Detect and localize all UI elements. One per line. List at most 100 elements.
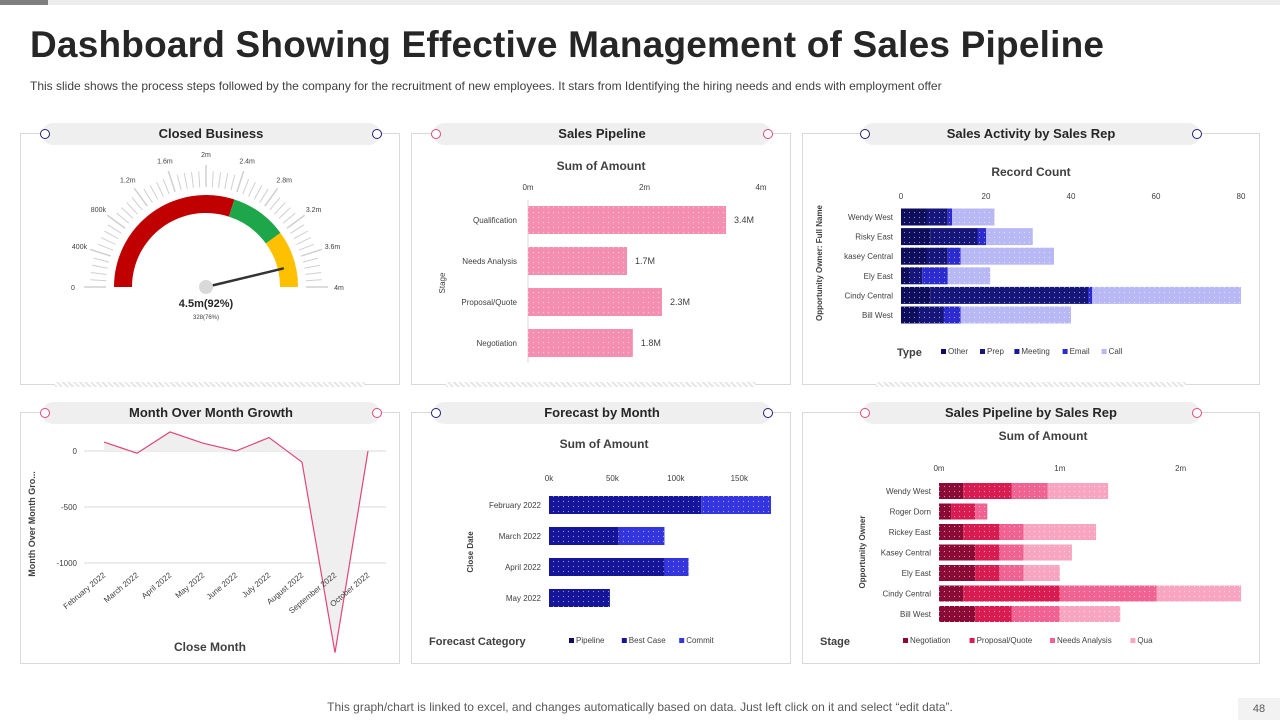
category-label-needs-analysis: Needs Analysis <box>462 257 517 266</box>
panel-shadow <box>876 382 1186 387</box>
legend-swatch-commit <box>679 638 685 643</box>
bar-kasey-central-negotiation <box>939 544 976 561</box>
header-dot-right <box>372 408 382 418</box>
header-dot-left <box>431 408 441 418</box>
y-axis-label: Opportunity Owner: Full Name <box>815 204 824 321</box>
forecast-chart[interactable]: Sum of Amount 0k 50k 100k 150k Close Date Febr… <box>411 424 791 662</box>
legend-swatch-call <box>1101 349 1107 354</box>
legend-swatch-other <box>941 349 946 354</box>
category-label-ely-east: Ely East <box>864 272 894 281</box>
y-tick-label: -1000 <box>57 559 78 568</box>
gauge-tick <box>93 257 110 263</box>
bar-april-2022-best-case <box>549 558 665 576</box>
month-growth-title: Month Over Month Growth <box>129 405 293 420</box>
header-dot-right <box>1192 408 1202 418</box>
header-dot-left <box>860 129 870 139</box>
bar-bill-west-email <box>943 306 961 324</box>
bar-cindy-central-email <box>1088 286 1093 304</box>
closed-business-panel <box>20 133 400 385</box>
x-tick-label: 2m <box>1175 464 1186 473</box>
x-tick-label: 40 <box>1067 192 1076 201</box>
header-dot-right <box>372 129 382 139</box>
data-label-needs-analysis: 1.7M <box>635 256 655 266</box>
x-tick-label: 0 <box>899 192 904 201</box>
bar-needs-analysis <box>528 247 628 275</box>
gauge-sub-label: 328(76%) <box>193 315 219 321</box>
category-label-ely-east: Ely East <box>902 569 932 578</box>
page-title: Dashboard Showing Effective Management o… <box>30 24 1105 65</box>
gauge-hub <box>199 280 213 294</box>
gauge-tick <box>190 171 194 188</box>
panel-shadow <box>446 382 756 387</box>
gauge-tick-label: 1.6m <box>157 159 173 166</box>
legend-swatch-negotiation <box>903 638 908 643</box>
gauge-tick <box>305 279 322 282</box>
bar-ely-east-other <box>901 267 910 285</box>
legend-swatch-meeting <box>1014 349 1020 354</box>
gauge-tick <box>290 224 305 234</box>
bar-rickey-east-proposal-quote <box>963 524 1000 540</box>
bar-ely-east-prep <box>909 267 923 285</box>
x-tick-label-february-2022: February 2022 <box>62 570 108 611</box>
gauge-tick <box>143 188 153 203</box>
bar-ely-east-negotiation <box>939 565 976 581</box>
bar-kasey-central-email <box>947 247 961 265</box>
bar-kasey-central-call <box>960 247 1054 265</box>
footer-note: This graph/chart is linked to excel, and… <box>327 700 953 714</box>
gauge-tick <box>296 237 312 245</box>
gauge-tick <box>91 264 108 269</box>
gauge-value-label: 4.5m(92%) <box>179 298 234 310</box>
bar-cindy-central-needs-analysis <box>1059 585 1157 602</box>
sales-pipeline-chart[interactable]: Sum of Amount 0m 2m 4m Stage Qualification 3.4… <box>411 145 791 380</box>
gauge-band-1ea64a <box>228 199 281 244</box>
bar-wendy-west-other <box>901 208 927 226</box>
legend-swatch-needs-analysis <box>1050 638 1055 643</box>
gauge-tick <box>126 202 138 215</box>
header-dot-right <box>763 129 773 139</box>
gauge-tick <box>224 172 229 189</box>
forecast-title: Forecast by Month <box>544 405 660 420</box>
gauge-tick <box>293 230 308 240</box>
x-tick-label: 150k <box>731 474 749 483</box>
sales-activity-title: Sales Activity by Sales Rep <box>946 126 1116 141</box>
bar-wendy-west-qua <box>1047 483 1109 499</box>
chart-title: Sum of Amount <box>557 159 646 173</box>
gauge-tick <box>259 188 269 203</box>
header-dot-right <box>1192 129 1202 139</box>
gauge-tick <box>104 230 119 240</box>
closed-business-title: Closed Business <box>158 126 264 141</box>
pipeline-rep-chart[interactable]: Sum of Amount 0m 1m 2m Opportunity Owner Wend… <box>802 424 1260 662</box>
legend-swatch-proposal-quote <box>969 638 975 643</box>
bar-bill-west-negotiation <box>939 606 976 622</box>
gauge-tick <box>300 248 323 257</box>
gauge-tick <box>121 207 134 219</box>
closed-business-gauge[interactable]: 0 400k 800k 1.2m 1.6m 2m 2.4m 2.8m 3.2m 3.6m 4m 4.5… <box>20 145 400 380</box>
closed-business-header: Closed Business <box>40 123 382 145</box>
legend-label-proposal-quote: Proposal/Quote <box>977 636 1033 645</box>
x-tick-label: 0m <box>933 464 944 473</box>
x-tick-label: 100k <box>667 474 685 483</box>
legend-swatch-email <box>1062 349 1068 354</box>
legend-label-email: Email <box>1070 347 1090 356</box>
sales-activity-chart[interactable]: Record Count 0 20 40 60 80 Opportunity Owner: … <box>802 145 1260 380</box>
page-number: 48 <box>1238 698 1280 720</box>
sales-pipeline-header: Sales Pipeline <box>431 123 773 145</box>
gauge-tick <box>89 248 112 257</box>
gauge-tick <box>116 212 130 224</box>
header-dot-left <box>40 129 50 139</box>
gauge-tick <box>230 174 236 191</box>
gauge-tick <box>167 170 176 193</box>
bar-ely-east-call <box>947 267 991 285</box>
x-tick-label-march-2022: March 2022 <box>102 570 141 604</box>
growth-line <box>103 431 369 653</box>
top-accent-line <box>0 0 1280 5</box>
bar-roger-dorn-needs-analysis <box>975 503 988 520</box>
bar-ely-east-email <box>922 267 948 285</box>
category-label-bill-west: Bill West <box>900 610 932 619</box>
x-tick-label-april-2022: April 2022 <box>140 570 174 600</box>
bar-kasey-central-other <box>901 247 927 265</box>
forecast-header: Forecast by Month <box>431 402 773 424</box>
x-tick-label: 2m <box>639 183 650 192</box>
gauge-tick <box>100 237 116 245</box>
